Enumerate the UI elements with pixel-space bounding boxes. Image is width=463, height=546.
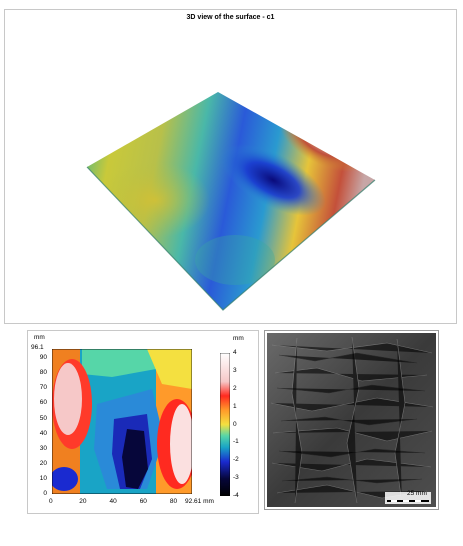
map-y-tick: 60 xyxy=(39,399,47,407)
map-x-tick: 80 xyxy=(169,498,178,505)
color-scale-tick: 2 xyxy=(233,384,237,392)
shaded-relief-panel: 25 mm xyxy=(264,330,439,510)
shaded-scale-label: 25 mm xyxy=(407,490,427,497)
color-scale-tick: 0 xyxy=(233,420,237,428)
color-scale-bar xyxy=(220,353,230,496)
surface-3d-plot xyxy=(86,92,376,311)
surface-3d-panel: 3D view of the surface - c1 xyxy=(4,9,457,324)
map-y-tick: 70 xyxy=(39,384,47,392)
map-x-tick: 40 xyxy=(109,498,117,505)
map-x-tick: 60 xyxy=(139,498,147,505)
scale-unit: mm xyxy=(233,335,244,342)
color-scale-tick: 3 xyxy=(233,366,237,374)
map-y-tick: 40 xyxy=(39,429,47,437)
map-y-tick: 30 xyxy=(39,444,47,452)
map-y-tick: 0 xyxy=(43,490,47,497)
map-y-tick: 80 xyxy=(39,369,47,377)
map-y-tick: 50 xyxy=(39,414,47,422)
map-x-end-label: 92.61 mm xyxy=(185,498,214,505)
color-scale-tick: 4 xyxy=(233,349,237,356)
color-scale-tick: 1 xyxy=(233,402,237,410)
height-map-image xyxy=(52,349,192,494)
color-scale-tick: -2 xyxy=(233,456,239,464)
shaded-relief-image xyxy=(267,333,436,507)
color-scale-tick: -4 xyxy=(233,492,239,499)
map-y-tick: 10 xyxy=(39,474,47,482)
map-x-tick: 0 xyxy=(49,498,53,505)
map-x-tick: 20 xyxy=(79,498,87,505)
map-y-top-label: 96.1 xyxy=(31,344,44,351)
height-map-panel: mm 96.1 90 80 70 60 50 40 30 20 10 0 0 20 40 60 80 92… xyxy=(27,330,259,514)
color-scale-tick: -3 xyxy=(233,474,239,482)
map-y-tick: 20 xyxy=(39,459,47,467)
surface-3d-title: 3D view of the surface - c1 xyxy=(186,14,275,21)
map-y-tick: 90 xyxy=(39,354,47,362)
color-scale-tick: -1 xyxy=(233,438,239,446)
map-y-unit: mm xyxy=(34,334,45,341)
